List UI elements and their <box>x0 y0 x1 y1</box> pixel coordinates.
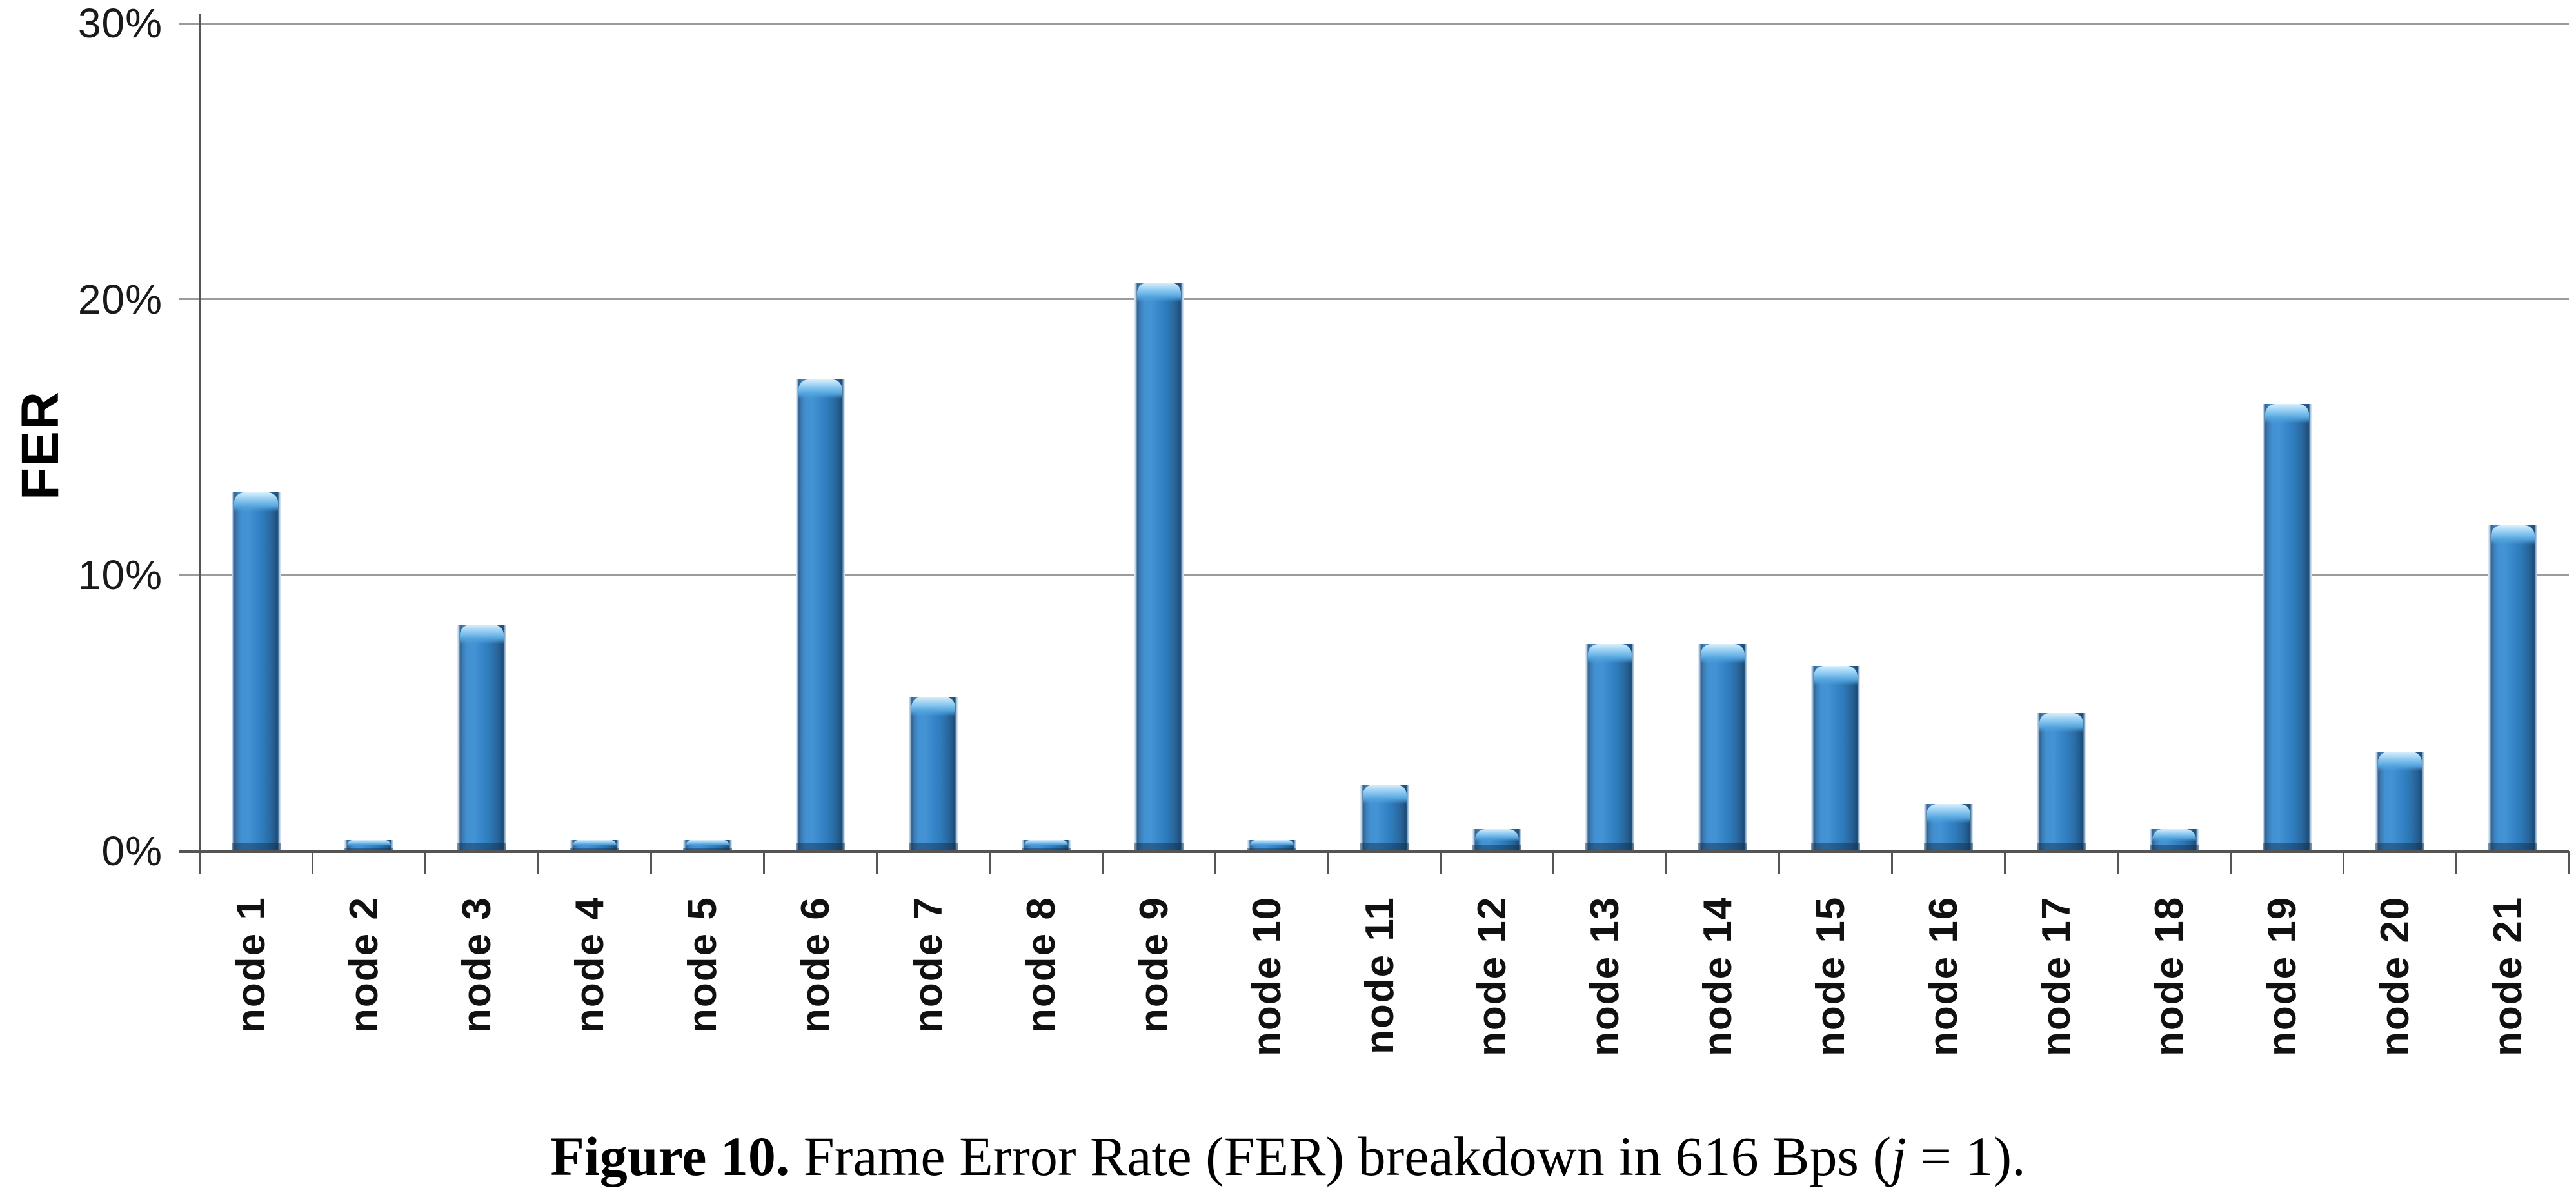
caption-text: Frame Error Rate (FER) breakdown in 616 … <box>789 1125 1892 1187</box>
x-tick <box>312 851 313 874</box>
x-label-node-17: node 17 <box>2034 896 2079 1057</box>
x-tick <box>537 851 539 874</box>
bar-node-6 <box>796 379 845 851</box>
x-tick <box>2343 851 2344 874</box>
x-tick <box>876 851 878 874</box>
bar-node-9 <box>1134 283 1184 851</box>
bar-node-2 <box>344 840 393 851</box>
bar-node-16 <box>1924 804 1973 851</box>
caption-figure-number: Figure 10. <box>550 1125 790 1187</box>
bar-node-1 <box>232 492 281 851</box>
x-tick <box>1327 851 1329 874</box>
x-tick <box>1440 851 1442 874</box>
bar-node-12 <box>1472 829 1521 851</box>
bar-node-8 <box>1022 840 1071 851</box>
x-tick <box>424 851 426 874</box>
bar-node-19 <box>2263 404 2312 851</box>
bar-node-14 <box>1698 644 1747 851</box>
y-tick-label-20: 20% <box>77 276 163 323</box>
y-axis-line <box>199 14 201 874</box>
x-tick <box>2230 851 2232 874</box>
x-tick <box>2117 851 2119 874</box>
x-tick <box>1552 851 1554 874</box>
x-label-node-21: node 21 <box>2486 896 2530 1057</box>
x-tick <box>1891 851 1893 874</box>
bar-node-17 <box>2037 713 2086 851</box>
x-label-node-18: node 18 <box>2147 896 2192 1057</box>
bar-node-7 <box>909 697 958 851</box>
x-tick <box>1214 851 1216 874</box>
y-axis-title-box: FER <box>5 310 76 581</box>
caption-text-end: = 1). <box>1907 1125 2026 1187</box>
x-label-node-19: node 19 <box>2260 896 2304 1057</box>
x-label-node-20: node 20 <box>2373 896 2417 1057</box>
x-label-node-1: node 1 <box>229 896 273 1033</box>
caption-variable-j: j <box>1891 1125 1907 1187</box>
bar-node-11 <box>1360 785 1409 851</box>
bar-node-15 <box>1811 666 1860 851</box>
bar-node-4 <box>570 840 619 851</box>
bar-node-21 <box>2488 525 2537 851</box>
x-tick <box>2568 851 2570 874</box>
gridline-10 <box>179 574 2569 576</box>
bar-node-10 <box>1247 840 1296 851</box>
x-tick <box>1102 851 1104 874</box>
bar-node-5 <box>683 840 732 851</box>
x-tick <box>2455 851 2457 874</box>
x-tick <box>763 851 765 874</box>
bar-node-18 <box>2150 829 2199 851</box>
y-axis-title: FER <box>11 390 70 500</box>
x-tick <box>989 851 991 874</box>
gridline-20 <box>179 298 2569 300</box>
bar-node-3 <box>457 625 506 851</box>
x-axis-line <box>179 850 2569 853</box>
x-tick <box>650 851 652 874</box>
y-tick-label-30: 30% <box>77 0 163 46</box>
y-tick-label-0: 0% <box>101 828 163 874</box>
x-tick <box>1665 851 1667 874</box>
bar-node-13 <box>1585 644 1634 851</box>
x-tick <box>2004 851 2006 874</box>
x-tick <box>1778 851 1780 874</box>
bar-node-20 <box>2375 752 2424 851</box>
figure-caption: Figure 10. Frame Error Rate (FER) breakd… <box>550 1124 2025 1189</box>
gridline-30 <box>179 23 2569 25</box>
y-tick-label-10: 10% <box>77 552 163 598</box>
x-label-node-2: node 2 <box>342 896 386 1033</box>
x-label-node-3: node 3 <box>455 896 499 1033</box>
